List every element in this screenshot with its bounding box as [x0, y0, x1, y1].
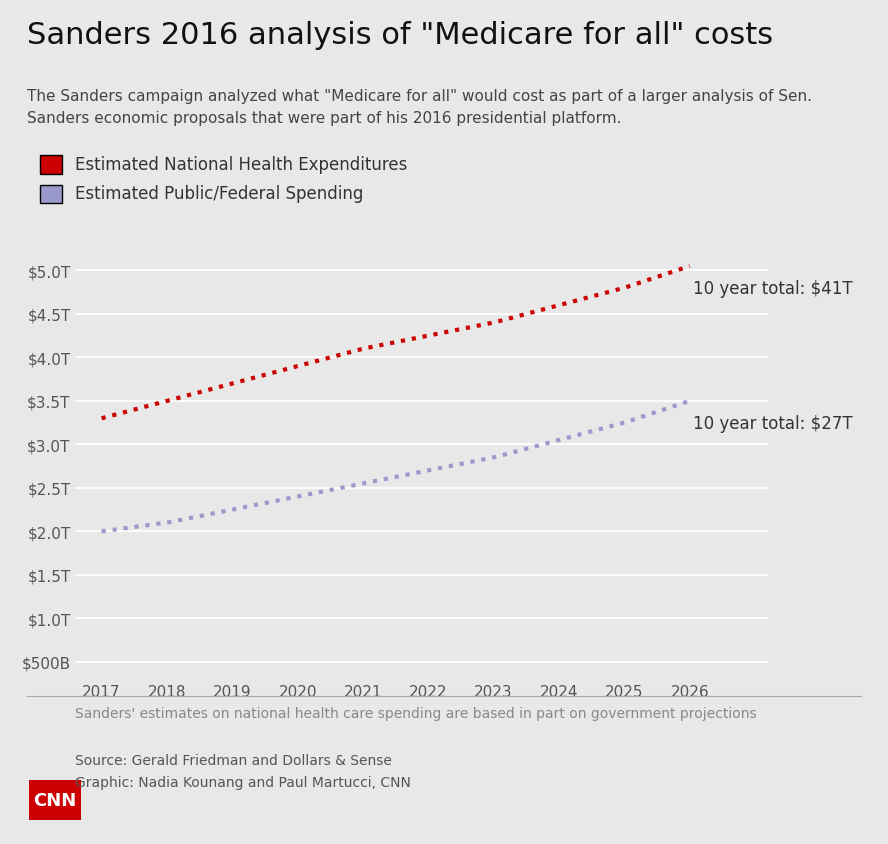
Text: Graphic: Nadia Kounang and Paul Martucci, CNN: Graphic: Nadia Kounang and Paul Martucci… [75, 775, 411, 789]
Text: Sanders' estimates on national health care spending are based in part on governm: Sanders' estimates on national health ca… [75, 706, 757, 721]
Text: Sanders 2016 analysis of "Medicare for all" costs: Sanders 2016 analysis of "Medicare for a… [27, 21, 773, 50]
Text: CNN: CNN [34, 791, 76, 809]
Text: Source: Gerald Friedman and Dollars & Sense: Source: Gerald Friedman and Dollars & Se… [75, 753, 392, 767]
Text: 10 year total: $27T: 10 year total: $27T [693, 414, 852, 432]
Text: The Sanders campaign analyzed what "Medicare for all" would cost as part of a la: The Sanders campaign analyzed what "Medi… [27, 89, 812, 126]
Text: 10 year total: $41T: 10 year total: $41T [693, 279, 852, 297]
Text: Estimated Public/Federal Spending: Estimated Public/Federal Spending [75, 185, 364, 203]
Text: Estimated National Health Expenditures: Estimated National Health Expenditures [75, 155, 408, 174]
